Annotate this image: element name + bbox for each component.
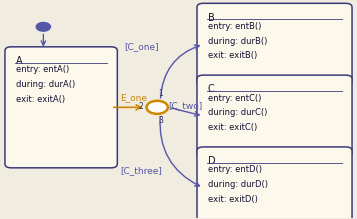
Text: entry: entB(): entry: entB() xyxy=(208,22,262,31)
FancyBboxPatch shape xyxy=(197,75,352,157)
Text: [C_one]: [C_one] xyxy=(124,42,159,51)
Text: C: C xyxy=(208,85,215,94)
Text: during: durD(): during: durD() xyxy=(208,180,268,189)
Circle shape xyxy=(146,101,168,114)
Text: 1: 1 xyxy=(159,89,164,98)
Text: during: durC(): during: durC() xyxy=(208,108,268,117)
Circle shape xyxy=(36,23,50,31)
Text: during: durA(): during: durA() xyxy=(16,80,76,89)
FancyBboxPatch shape xyxy=(197,3,352,85)
Text: E_one: E_one xyxy=(121,93,147,102)
Text: exit: exitC(): exit: exitC() xyxy=(208,123,258,132)
Text: exit: exitB(): exit: exitB() xyxy=(208,51,258,60)
Text: 2: 2 xyxy=(139,102,144,111)
Text: exit: exitA(): exit: exitA() xyxy=(16,95,65,104)
Text: entry: entC(): entry: entC() xyxy=(208,94,262,103)
Text: [C_three]: [C_three] xyxy=(120,166,162,175)
Text: during: durB(): during: durB() xyxy=(208,37,268,46)
Text: exit: exitD(): exit: exitD() xyxy=(208,195,258,204)
Text: entry: entD(): entry: entD() xyxy=(208,165,262,174)
Text: A: A xyxy=(16,56,22,66)
Text: [C_two]: [C_two] xyxy=(169,102,203,111)
FancyBboxPatch shape xyxy=(5,47,117,168)
Text: entry: entA(): entry: entA() xyxy=(16,65,70,74)
Text: B: B xyxy=(208,13,215,23)
Text: 3: 3 xyxy=(159,117,164,125)
FancyBboxPatch shape xyxy=(197,147,352,219)
Text: D: D xyxy=(208,156,215,166)
